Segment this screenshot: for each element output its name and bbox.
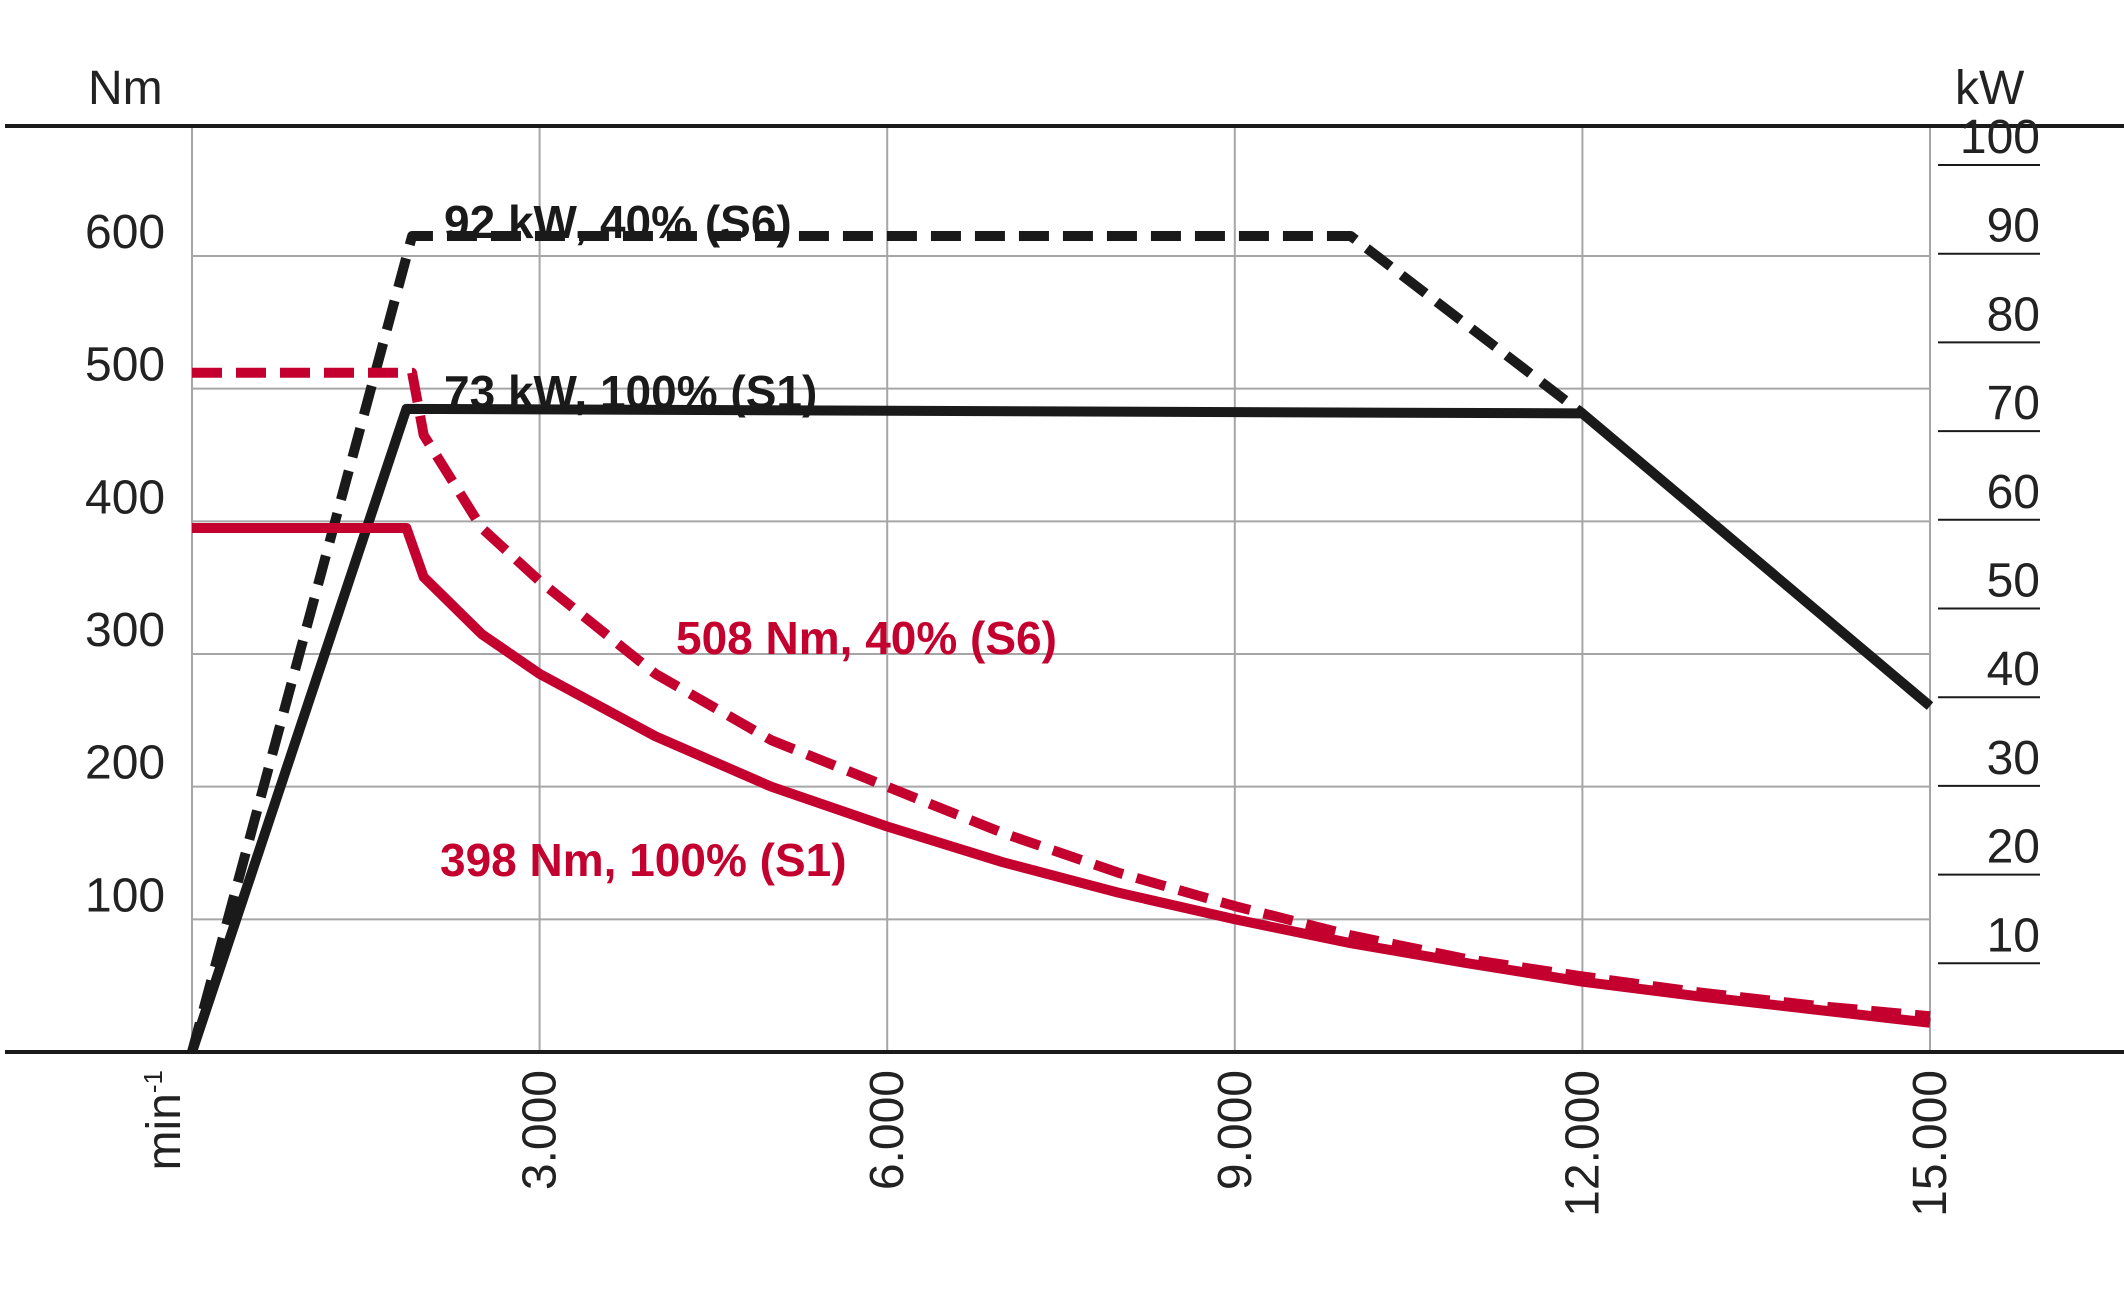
right-axis-unit: kW	[1955, 62, 2025, 115]
x-tick-label: 6.000	[861, 1070, 914, 1190]
series-label-2: 73 kW, 100% (S1)	[444, 366, 817, 418]
labels: 92 kW, 40% (S6) 73 kW, 100% (S1) 508 Nm, 4…	[440, 196, 1057, 886]
right-tick-label: 10	[1987, 909, 2040, 962]
left-tick-label: 100	[85, 869, 165, 922]
right-tick-label: 60	[1987, 466, 2040, 519]
series-line-2	[187, 403, 1934, 1054]
grid	[191, 126, 1931, 1052]
right-tick-label: 30	[1987, 732, 2040, 785]
series	[187, 231, 1934, 1054]
x-axis-unit: min-1	[138, 1070, 191, 1170]
x-tick-label: 15.000	[1904, 1070, 1957, 1217]
right-tick-label: 100	[1960, 111, 2040, 164]
left-tick-label: 200	[85, 737, 165, 790]
series-line-4	[192, 523, 1931, 1028]
series-label-3: 508 Nm, 40% (S6)	[676, 612, 1057, 664]
x-tick-label: 12.000	[1556, 1070, 1609, 1217]
right-tick-label: 70	[1987, 377, 2040, 430]
right-tick-label: 80	[1987, 288, 2040, 341]
right-tick-label: 90	[1987, 200, 2040, 253]
x-tick-label: 3.000	[514, 1070, 567, 1190]
series-line-1	[187, 231, 1586, 1054]
left-axis-unit: Nm	[88, 62, 163, 115]
x-tick-label: 9.000	[1209, 1070, 1262, 1190]
right-tick-label: 40	[1987, 643, 2040, 696]
left-tick-label: 300	[85, 604, 165, 657]
left-tick-label: 400	[85, 471, 165, 524]
left-tick-label: 500	[85, 339, 165, 392]
axes: Nm kW100200300400500600102030405060708090…	[5, 62, 2124, 1217]
series-label-1: 92 kW, 40% (S6)	[444, 196, 792, 248]
right-tick-label: 50	[1987, 555, 2040, 608]
right-tick-label: 20	[1987, 821, 2040, 874]
left-tick-label: 600	[85, 206, 165, 259]
series-label-4: 398 Nm, 100% (S1)	[440, 834, 847, 886]
